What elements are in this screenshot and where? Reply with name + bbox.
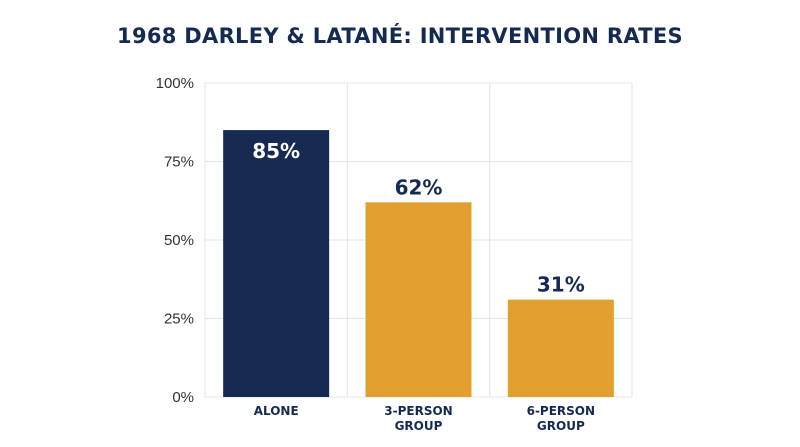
data-label: 31% xyxy=(537,273,585,297)
x-tick-label: 3-PERSON xyxy=(384,404,452,418)
y-tick-label: 0% xyxy=(172,389,194,406)
y-tick-label: 50% xyxy=(164,232,194,249)
chart-title: 1968 DARLEY & LATANÉ: INTERVENTION RATES xyxy=(117,24,683,48)
bar xyxy=(365,202,472,397)
y-tick-label: 25% xyxy=(164,311,194,328)
x-tick-label: GROUP xyxy=(395,419,443,433)
x-tick-label: 6-PERSON xyxy=(527,404,595,418)
x-tick-label: GROUP xyxy=(537,419,585,433)
bar xyxy=(507,299,614,397)
y-tick-label: 75% xyxy=(164,154,194,171)
data-label: 85% xyxy=(252,139,300,163)
y-tick-label: 100% xyxy=(156,75,194,92)
bar xyxy=(223,130,330,397)
x-tick-label: ALONE xyxy=(254,404,299,418)
data-label: 62% xyxy=(395,175,443,199)
